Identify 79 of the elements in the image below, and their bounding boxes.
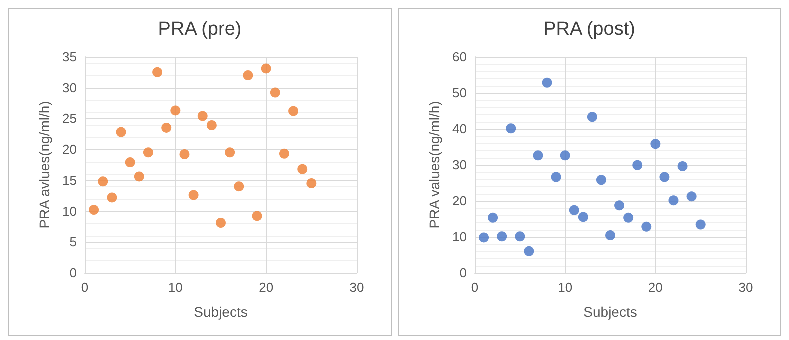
- y-tick-label: 30: [62, 80, 77, 96]
- y-tick-label: 30: [452, 158, 467, 172]
- point: [243, 70, 254, 81]
- point: [279, 148, 290, 159]
- point: [206, 120, 217, 130]
- x-tick-label: 20: [648, 280, 663, 295]
- chart-title: PRA (post): [544, 19, 636, 40]
- point: [606, 230, 616, 241]
- point: [188, 190, 199, 200]
- point: [587, 112, 598, 122]
- y-axis-title: PRA values(ng/ml/h): [426, 101, 443, 229]
- point: [497, 232, 508, 242]
- point: [270, 88, 280, 98]
- point: [614, 200, 625, 211]
- y-tick-label: 5: [70, 234, 77, 250]
- point: [551, 172, 562, 182]
- x-tick-label: 10: [558, 280, 573, 295]
- chart-title: PRA (pre): [158, 19, 242, 40]
- y-tick-label: 60: [452, 50, 467, 64]
- point: [488, 212, 498, 223]
- point: [288, 106, 299, 116]
- y-tick-label: 10: [62, 204, 77, 219]
- point: [116, 127, 126, 138]
- point: [89, 205, 100, 216]
- x-axis-title: Subjects: [584, 304, 638, 320]
- point: [152, 67, 163, 78]
- point: [515, 232, 526, 242]
- point: [170, 106, 181, 116]
- point: [560, 150, 570, 161]
- point: [216, 218, 226, 228]
- point: [479, 232, 490, 243]
- point: [686, 192, 697, 202]
- x-tick-label: 0: [81, 280, 89, 295]
- y-tick-label: 25: [62, 111, 77, 126]
- point: [298, 164, 308, 174]
- point: [524, 246, 534, 256]
- point: [162, 122, 172, 133]
- point: [225, 148, 236, 158]
- x-tick-label: 30: [350, 280, 364, 295]
- point: [624, 212, 634, 223]
- point: [650, 139, 661, 150]
- point: [107, 192, 118, 203]
- y-tick-label: 15: [62, 172, 77, 188]
- y-tick-label: 20: [452, 194, 467, 208]
- point: [533, 150, 544, 161]
- point: [125, 158, 136, 168]
- point: [632, 160, 643, 170]
- y-tick-label: 0: [460, 266, 467, 280]
- point: [578, 212, 588, 222]
- y-tick-label: 40: [452, 122, 467, 136]
- point: [134, 172, 144, 182]
- point: [660, 172, 670, 182]
- point: [596, 175, 606, 186]
- point: [569, 205, 580, 216]
- point: [678, 161, 688, 172]
- point: [696, 220, 706, 230]
- y-tick-label: 35: [62, 50, 77, 64]
- point: [542, 78, 552, 88]
- y-axis-title: PRA avlues(ng/ml/h): [36, 101, 53, 229]
- x-tick-label: 30: [738, 280, 754, 295]
- point: [198, 111, 208, 122]
- x-tick-label: 0: [471, 280, 479, 295]
- point: [642, 222, 652, 232]
- x-axis-title: Subjects: [194, 304, 248, 320]
- y-tick-label: 10: [452, 230, 467, 244]
- point: [261, 64, 272, 74]
- x-tick-label: 10: [168, 280, 183, 295]
- point: [143, 148, 154, 158]
- y-tick-label: 50: [452, 86, 467, 100]
- point: [668, 196, 679, 206]
- x-tick-label: 20: [259, 280, 274, 295]
- y-tick-label: 20: [62, 142, 77, 158]
- point: [234, 182, 244, 192]
- point: [98, 176, 108, 187]
- point: [180, 150, 190, 160]
- y-tick-label: 0: [70, 266, 77, 280]
- point: [252, 211, 262, 222]
- point: [306, 178, 317, 189]
- point: [506, 124, 516, 134]
